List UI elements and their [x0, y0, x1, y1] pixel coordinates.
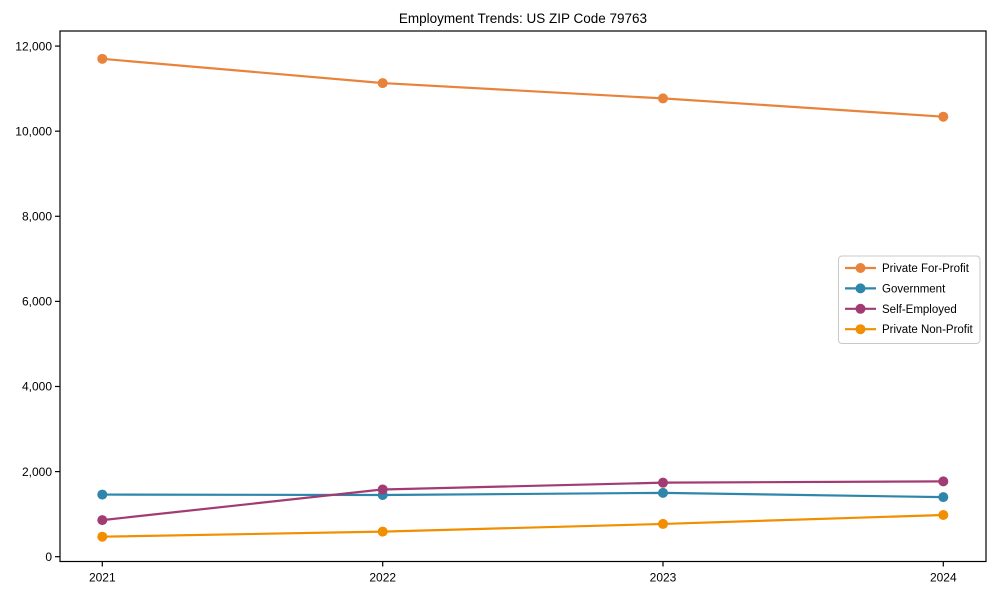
legend-item-private-for-profit: Private For-Profit: [845, 263, 970, 275]
x-tick-label: 2024: [930, 571, 957, 585]
data-point-self-employed-2022: [377, 484, 388, 495]
x-tick-label: 2021: [89, 571, 116, 585]
data-point-private-for-profit-2022: [377, 78, 388, 89]
legend-item-private-non-profit: Private Non-Profit: [845, 324, 974, 336]
data-point-private-for-profit-2023: [658, 93, 668, 104]
data-point-self-employed-2021: [97, 515, 108, 526]
legend-item-label: Government: [882, 283, 946, 295]
data-point-self-employed-2023: [658, 477, 668, 488]
x-tick-label: 2023: [650, 571, 677, 585]
data-point-private-non-profit-2023: [658, 518, 668, 529]
legend-swatch-dot: [855, 283, 866, 294]
legend-box: [838, 255, 981, 344]
plot-border: [59, 30, 987, 563]
y-tick-label: 12,000: [15, 39, 52, 53]
data-point-private-for-profit-2021: [97, 53, 108, 64]
legend-swatch-dot: [855, 303, 866, 314]
series-line-private-for-profit: [102, 57, 944, 118]
legend-item-label: Private For-Profit: [882, 263, 970, 275]
legend-item-label: Private Non-Profit: [882, 324, 974, 336]
data-point-government-2021: [97, 489, 108, 500]
chart-title: Employment Trends: US ZIP Code 79763: [398, 11, 648, 26]
series-line-self-employed: [102, 480, 944, 522]
data-point-private-for-profit-2024: [938, 111, 949, 122]
y-tick-label: 8,000: [22, 209, 52, 223]
legend-item-label: Self-Employed: [882, 304, 957, 316]
legend-swatch-dot: [855, 324, 866, 335]
x-tick-label: 2022: [369, 571, 396, 585]
y-tick-label: 6,000: [22, 295, 52, 309]
y-tick-label: 0: [45, 550, 52, 564]
series-line-private-non-profit: [102, 513, 944, 538]
y-tick-label: 2,000: [22, 465, 52, 479]
legend-item-government: Government: [845, 283, 946, 295]
y-tick-label: 10,000: [15, 124, 52, 138]
series-line-government: [102, 491, 944, 499]
data-point-government-2023: [658, 487, 668, 498]
y-tick-label: 4,000: [22, 380, 52, 394]
legend-swatch-dot: [855, 263, 866, 273]
data-point-self-employed-2024: [938, 476, 949, 487]
data-point-private-non-profit-2024: [938, 509, 949, 520]
data-point-private-non-profit-2022: [377, 526, 388, 537]
legend: Private For-Profit Government Self-Employe…: [838, 255, 981, 344]
data-point-private-non-profit-2021: [97, 531, 108, 542]
legend-item-self-employed: Self-Employed: [845, 303, 957, 316]
data-point-government-2024: [938, 492, 949, 503]
